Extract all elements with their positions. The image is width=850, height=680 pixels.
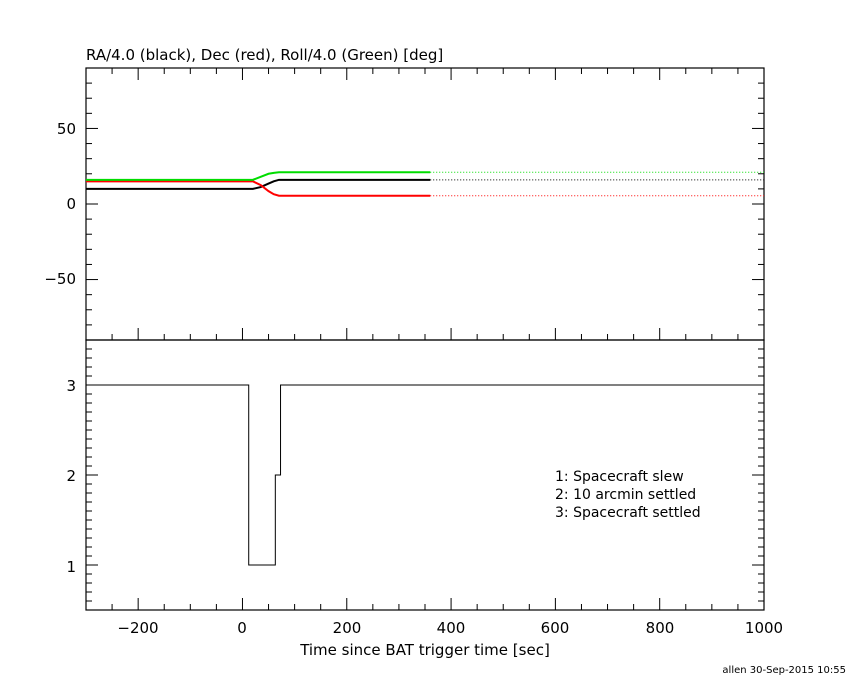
settle-status-y-labels: 1 2 3 bbox=[66, 377, 76, 576]
attitude-panel-y-labels: −50 0 50 bbox=[44, 120, 76, 288]
settle-status-panel: 1 2 3 −200 0 200 400 600 800 1000 1: Spa… bbox=[66, 339, 783, 637]
legend-entry-settled: 3: Spacecraft settled bbox=[555, 505, 701, 521]
settle-status-series bbox=[86, 384, 764, 566]
y-tick-label: −50 bbox=[44, 270, 76, 288]
legend-entry-10arcmin: 2: 10 arcmin settled bbox=[555, 487, 696, 503]
time-axis-labels: −200 0 200 400 600 800 1000 bbox=[117, 619, 783, 637]
y-tick-label: 0 bbox=[66, 195, 76, 213]
x-tick-label: 600 bbox=[541, 619, 570, 637]
attitude-series bbox=[86, 171, 764, 197]
x-tick-label: −200 bbox=[117, 619, 158, 637]
attitude-series-line-2 bbox=[86, 171, 431, 181]
attitude-series-line-1 bbox=[86, 180, 431, 197]
attitude-panel-frame bbox=[85, 67, 765, 341]
attitude-panel-ticks bbox=[85, 67, 765, 341]
x-axis-title: Time since BAT trigger time [sec] bbox=[299, 641, 550, 659]
y-tick-label: 3 bbox=[66, 377, 76, 395]
y-tick-label: 1 bbox=[66, 558, 76, 576]
footer-stamp: allen 30-Sep-2015 10:55 bbox=[722, 665, 846, 676]
x-tick-label: 200 bbox=[333, 619, 362, 637]
x-tick-label: 800 bbox=[646, 619, 675, 637]
x-tick-label: 1000 bbox=[745, 619, 783, 637]
x-tick-label: 400 bbox=[437, 619, 466, 637]
y-tick-label: 2 bbox=[66, 467, 76, 485]
y-tick-label: 50 bbox=[57, 120, 76, 138]
legend-entry-slew: 1: Spacecraft slew bbox=[555, 469, 684, 485]
top-panel-title: RA/4.0 (black), Dec (red), Roll/4.0 (Gre… bbox=[86, 46, 443, 64]
x-tick-label: 0 bbox=[237, 619, 247, 637]
attitude-panel: −50 0 50 bbox=[44, 67, 765, 341]
settle-status-step-line-0 bbox=[86, 384, 764, 566]
attitude-series-line-0 bbox=[86, 178, 431, 190]
